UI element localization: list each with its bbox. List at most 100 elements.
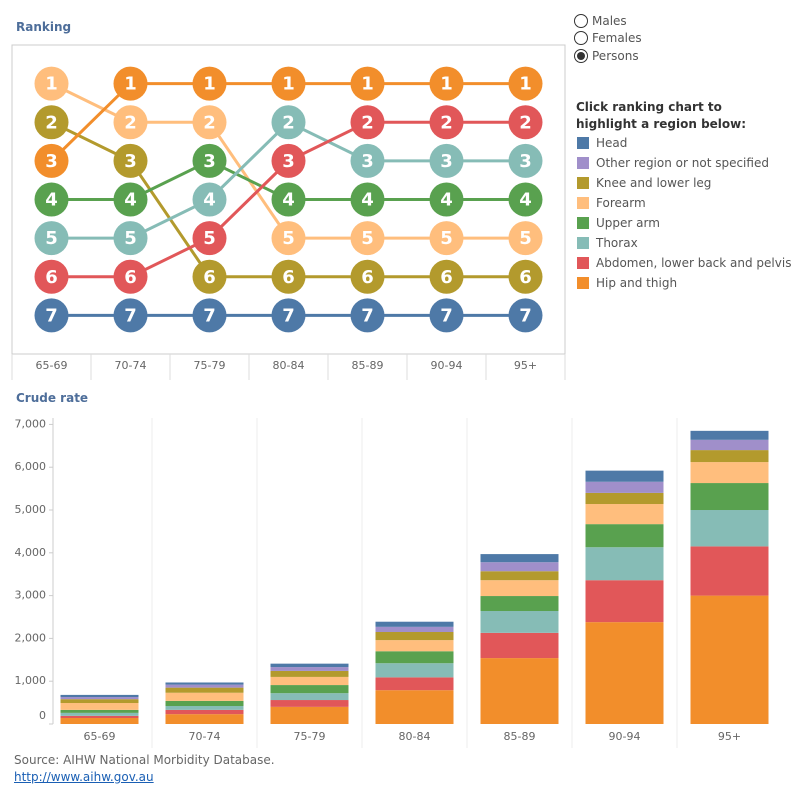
rank-marker	[34, 298, 69, 333]
bar-segment	[480, 571, 559, 581]
bar-segment	[690, 439, 769, 451]
rank-label: 2	[282, 112, 295, 133]
x-tick-label: 85-89	[504, 730, 536, 743]
rank-marker	[508, 298, 543, 333]
rank-label: 5	[124, 228, 137, 249]
legend-item[interactable]: Abdomen, lower back and pelvis	[577, 255, 791, 271]
rank-label: 7	[282, 305, 295, 326]
x-tick-label: 80-84	[399, 730, 431, 743]
bar-segment	[690, 546, 769, 596]
rank-label: 1	[361, 74, 374, 95]
rank-label: 5	[440, 228, 453, 249]
rank-marker	[34, 105, 69, 140]
legend-item[interactable]: Other region or not specified	[577, 155, 769, 171]
rank-label: 4	[361, 190, 374, 211]
rank-label: 6	[124, 267, 137, 288]
rank-label: 7	[361, 305, 374, 326]
bar-segment	[165, 700, 244, 707]
legend-label[interactable]: Head	[596, 136, 628, 150]
legend-label[interactable]: Knee and lower leg	[596, 176, 712, 190]
bar-segment	[165, 682, 244, 685]
rank-label: 5	[519, 228, 532, 249]
legend-item[interactable]: Head	[577, 135, 627, 151]
legend-swatch[interactable]	[577, 217, 589, 229]
rank-marker	[508, 105, 543, 140]
rank-marker	[271, 259, 306, 294]
radio-button[interactable]	[574, 13, 588, 28]
legend-label[interactable]: Hip and thigh	[596, 276, 678, 290]
radio-label[interactable]: Females	[592, 31, 642, 45]
rank-marker	[271, 143, 306, 178]
rank-marker	[271, 298, 306, 333]
radio-option[interactable]: Females	[574, 30, 642, 47]
y-tick-label: 0	[39, 709, 46, 722]
rank-marker	[508, 66, 543, 101]
legend-label[interactable]: Thorax	[596, 236, 638, 250]
rank-label: 7	[440, 305, 453, 326]
legend-swatch[interactable]	[577, 137, 589, 149]
legend-label[interactable]: Upper arm	[596, 216, 660, 230]
rank-label: 5	[203, 228, 216, 249]
bar-segment	[690, 595, 769, 724]
rank-marker	[350, 259, 385, 294]
legend-swatch[interactable]	[577, 197, 589, 209]
radio-button[interactable]	[574, 31, 588, 45]
bar-segment	[375, 640, 454, 652]
y-tick-label: 1,000	[15, 674, 47, 687]
radio-label[interactable]: Males	[592, 13, 627, 28]
rank-label: 2	[124, 112, 137, 133]
x-tick-label: 90-94	[431, 359, 463, 372]
legend-label[interactable]: Forearm	[596, 196, 646, 210]
bar-segment	[270, 667, 349, 671]
rank-label: 4	[440, 190, 453, 211]
legend-label[interactable]: Abdomen, lower back and pelvis	[596, 256, 792, 270]
x-tick-label: 65-69	[84, 730, 116, 743]
rank-label: 3	[203, 151, 216, 172]
x-tick-label: 65-69	[36, 359, 68, 372]
rank-marker	[271, 66, 306, 101]
legend-swatch[interactable]	[577, 277, 589, 289]
bar-segment	[480, 596, 559, 612]
bar-segment	[480, 611, 559, 633]
legend-swatch[interactable]	[577, 177, 589, 189]
bar-segment	[690, 430, 769, 440]
rank-label: 3	[519, 151, 532, 172]
rank-label: 6	[361, 267, 374, 288]
rank-marker	[192, 221, 227, 256]
rank-marker	[192, 66, 227, 101]
rank-marker	[113, 143, 148, 178]
radio-label[interactable]: Persons	[592, 48, 639, 63]
radio-option[interactable]: Males	[574, 12, 627, 29]
bar-segment	[585, 524, 664, 548]
bar-segment	[165, 692, 244, 701]
y-tick-label: 4,000	[15, 546, 47, 559]
legend-item[interactable]: Knee and lower leg	[577, 175, 711, 191]
legend-item[interactable]: Thorax	[577, 235, 638, 251]
bar-segment	[585, 481, 664, 493]
legend-swatch[interactable]	[577, 237, 589, 249]
legend-label[interactable]: Other region or not specified	[596, 156, 769, 170]
x-tick-label: 95+	[718, 730, 741, 743]
bar-segment	[375, 690, 454, 724]
source-link[interactable]: http://www.aihw.gov.au	[14, 770, 154, 784]
rank-label: 7	[124, 305, 137, 326]
rank-label: 1	[124, 74, 137, 95]
rank-marker	[192, 143, 227, 178]
legend-item[interactable]: Upper arm	[577, 215, 660, 231]
radio-button[interactable]	[574, 48, 588, 63]
rank-marker	[350, 221, 385, 256]
bar-segment	[585, 622, 664, 724]
bar-segment	[375, 621, 454, 627]
rank-label: 1	[519, 74, 532, 95]
legend-swatch[interactable]	[577, 157, 589, 169]
bar-segment	[690, 510, 769, 547]
bar-segment	[480, 554, 559, 563]
legend-swatch[interactable]	[577, 257, 589, 269]
rank-label: 7	[45, 305, 58, 326]
x-tick-label: 70-74	[115, 359, 147, 372]
legend-item[interactable]: Forearm	[577, 195, 646, 211]
radio-option[interactable]: Persons	[574, 47, 639, 64]
legend-item[interactable]: Hip and thigh	[577, 275, 677, 291]
rank-label: 6	[282, 267, 295, 288]
bar-segment	[480, 580, 559, 597]
